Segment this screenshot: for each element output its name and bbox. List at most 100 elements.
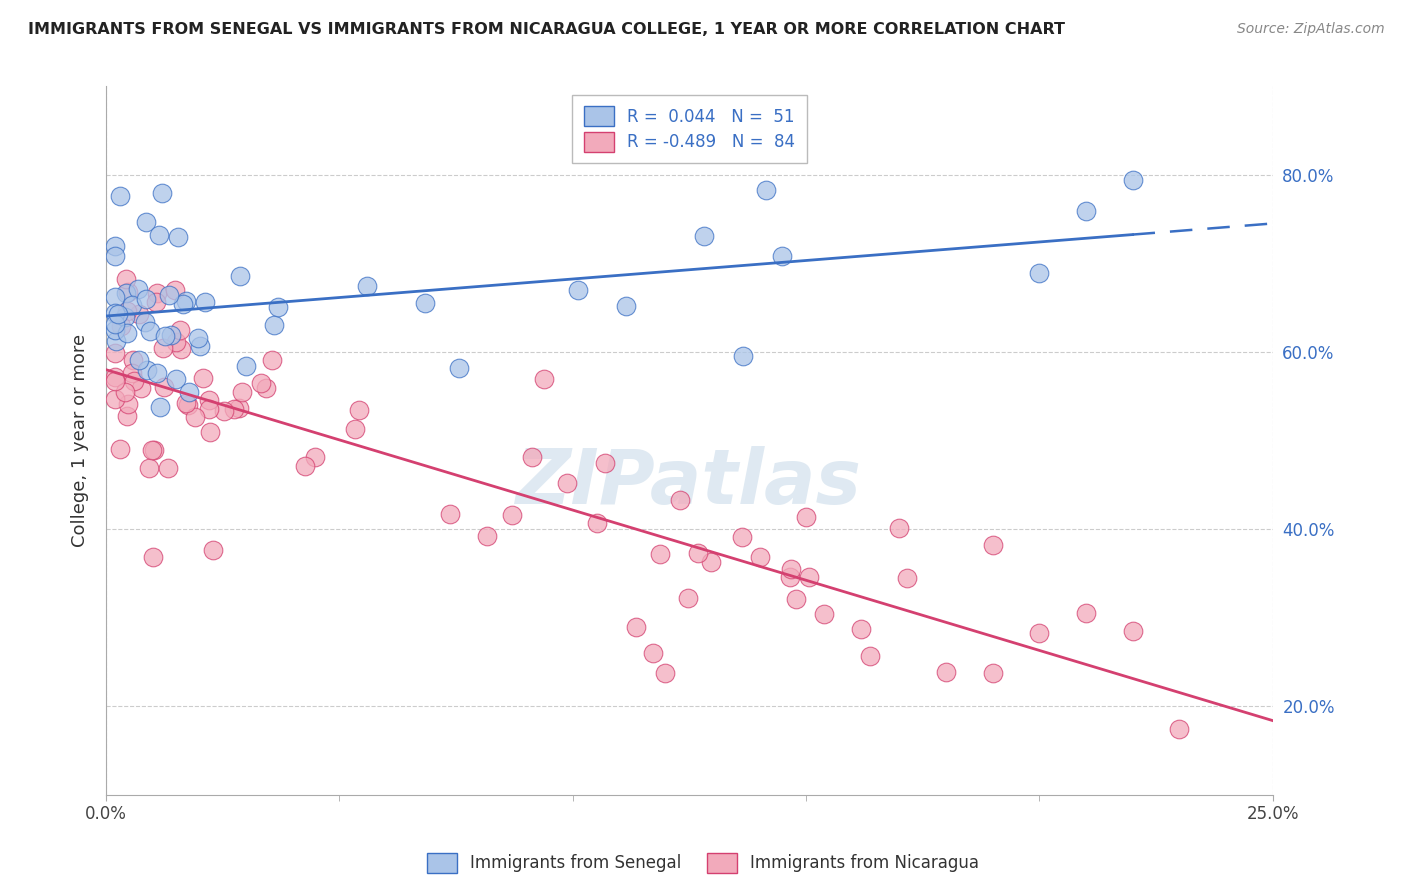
Point: [254, 381, 277, 395]
Point: [122, 375, 145, 389]
Point: [344, 422, 367, 436]
Point: [152, 341, 174, 355]
Point: [165, 372, 187, 386]
Point: [170, 342, 193, 356]
Point: [117, 326, 139, 340]
Point: [347, 403, 370, 417]
Point: [115, 272, 138, 286]
Point: [1074, 607, 1097, 621]
Point: [770, 248, 793, 262]
Point: [107, 307, 129, 321]
Point: [114, 385, 136, 400]
Point: [141, 443, 163, 458]
Legend: R =  0.044   N =  51, R = -0.489   N =  84: R = 0.044 N = 51, R = -0.489 N = 84: [572, 95, 807, 163]
Point: [142, 550, 165, 565]
Point: [157, 288, 180, 302]
Point: [172, 296, 194, 310]
Point: [235, 359, 257, 373]
Point: [174, 395, 197, 409]
Point: [415, 296, 437, 310]
Point: [177, 384, 200, 399]
Point: [624, 620, 647, 634]
Point: [166, 230, 188, 244]
Point: [108, 189, 131, 203]
Point: [250, 376, 273, 390]
Point: [304, 450, 326, 464]
Point: [693, 229, 716, 244]
Point: [294, 458, 316, 473]
Point: [557, 476, 579, 491]
Point: [260, 352, 283, 367]
Point: [150, 186, 173, 200]
Point: [654, 666, 676, 681]
Point: [114, 310, 136, 324]
Point: [134, 315, 156, 329]
Point: [643, 646, 665, 660]
Point: [104, 374, 127, 388]
Point: [117, 409, 139, 423]
Point: [188, 338, 211, 352]
Point: [129, 381, 152, 395]
Point: [104, 370, 127, 384]
Point: [263, 318, 285, 332]
Point: [730, 530, 752, 544]
Point: [614, 299, 637, 313]
Point: [266, 300, 288, 314]
Point: [1168, 722, 1191, 736]
Point: [104, 239, 127, 253]
Point: [115, 285, 138, 300]
Point: [222, 402, 245, 417]
Point: [159, 327, 181, 342]
Point: [183, 410, 205, 425]
Point: [520, 450, 543, 464]
Point: [117, 285, 139, 300]
Point: [501, 508, 523, 522]
Point: [128, 353, 150, 368]
Point: [153, 329, 176, 343]
Point: [104, 290, 127, 304]
Point: [156, 461, 179, 475]
Point: [889, 521, 911, 535]
Point: [813, 607, 835, 622]
Point: [148, 227, 170, 242]
Point: [110, 319, 132, 334]
Point: [755, 183, 778, 197]
Point: [785, 591, 807, 606]
Y-axis label: College, 1 year or more: College, 1 year or more: [72, 334, 89, 548]
Point: [136, 363, 159, 377]
Point: [533, 372, 555, 386]
Point: [104, 306, 127, 320]
Point: [108, 442, 131, 457]
Text: IMMIGRANTS FROM SENEGAL VS IMMIGRANTS FROM NICARAGUA COLLEGE, 1 YEAR OR MORE COR: IMMIGRANTS FROM SENEGAL VS IMMIGRANTS FR…: [28, 22, 1066, 37]
Point: [104, 392, 127, 407]
Point: [731, 349, 754, 363]
Point: [935, 665, 957, 680]
Point: [105, 334, 128, 348]
Point: [231, 385, 253, 400]
Point: [567, 283, 589, 297]
Point: [138, 325, 160, 339]
Point: [780, 562, 803, 576]
Point: [849, 622, 872, 636]
Point: [201, 542, 224, 557]
Point: [193, 371, 215, 385]
Point: [228, 401, 250, 415]
Point: [135, 215, 157, 229]
Point: [198, 393, 221, 408]
Point: [595, 456, 617, 470]
Point: [143, 442, 166, 457]
Point: [152, 379, 174, 393]
Point: [439, 507, 461, 521]
Point: [121, 366, 143, 380]
Point: [145, 295, 167, 310]
Point: [128, 307, 150, 321]
Point: [688, 546, 710, 560]
Point: [1122, 624, 1144, 638]
Point: [748, 549, 770, 564]
Point: [859, 648, 882, 663]
Point: [121, 298, 143, 312]
Point: [186, 331, 208, 345]
Legend: Immigrants from Senegal, Immigrants from Nicaragua: Immigrants from Senegal, Immigrants from…: [420, 847, 986, 880]
Point: [115, 304, 138, 318]
Point: [669, 492, 692, 507]
